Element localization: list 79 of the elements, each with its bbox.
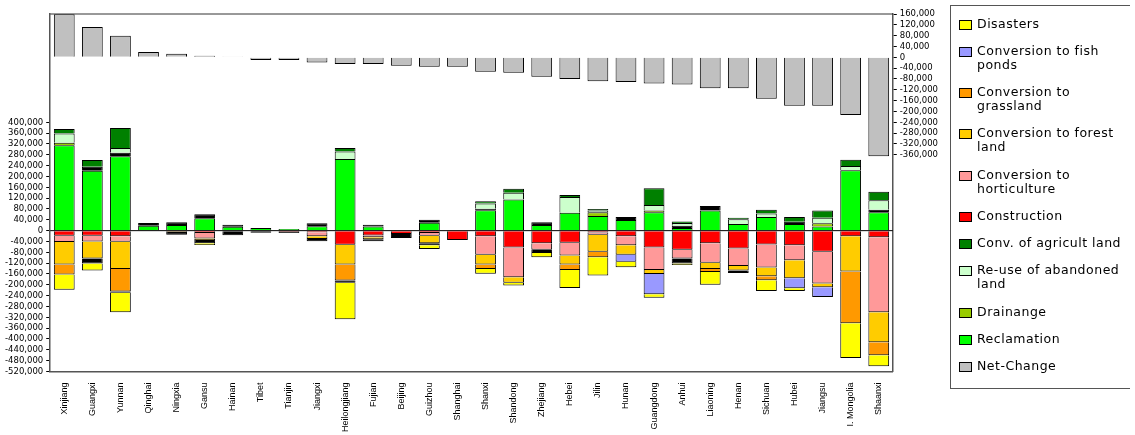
x-tick-label: Tianjin (283, 382, 294, 409)
legend-label: Drainange (977, 303, 1047, 319)
y-tick-label: -160,000 (5, 268, 44, 279)
x-tick-label: Yunnan (114, 382, 125, 414)
y-tick-label: 80,000 (13, 203, 44, 214)
y-tick-label: -400,000 (5, 333, 44, 344)
y2-tick-label: -160,000 (899, 94, 938, 105)
legend-label: Conv. of agricult land (977, 235, 1122, 251)
x-tick-label: Tibet (255, 381, 266, 403)
x-tick-label: Anhui (676, 382, 687, 406)
x-tick-label: Jilin (592, 382, 603, 398)
y2-tick-label: 0 (899, 51, 906, 62)
legend-label: Conversion to grassland (977, 84, 1072, 114)
y-tick-label: -240,000 (5, 289, 44, 300)
x-tick-label: Guizhou (423, 382, 434, 416)
x-tick-label: Hebei (564, 382, 575, 406)
y2-tick-label: -80,000 (899, 73, 933, 84)
y-tick-label: -440,000 (5, 344, 44, 354)
y2-tick-label: -240,000 (899, 116, 938, 127)
x-tick-label: Guangdong (648, 382, 659, 430)
x-tick-label: I. Mongolia (845, 382, 856, 427)
x-tick-label: Gansu (199, 382, 210, 409)
y-tick-label: 160,000 (8, 181, 44, 192)
y-tick-label: 240,000 (8, 159, 44, 170)
y-tick-label: 320,000 (8, 138, 44, 149)
x-tick-label: Guangxi (86, 382, 97, 416)
y-tick-label: 360,000 (8, 127, 44, 138)
x-tick-label: Zhejiang (536, 382, 547, 417)
legend-label: Disasters (977, 15, 1040, 31)
x-tick-label: Heilongjiang (339, 382, 350, 433)
x-tick-label: Beijing (395, 382, 406, 410)
legend-label: Re-use of abandoned land (977, 262, 1121, 292)
y-tick-label: 400,000 (8, 116, 44, 127)
y2-tick-label: -120,000 (899, 84, 938, 95)
legend-label: Reclamation (977, 331, 1061, 347)
y-tick-label: 120,000 (8, 192, 44, 203)
y2-tick-label: 80,000 (899, 29, 930, 40)
y2-tick-label: 120,000 (899, 19, 935, 30)
y-tick-label: -280,000 (5, 300, 44, 311)
x-tick-label: Hubei (788, 382, 799, 406)
y-tick-label: -320,000 (5, 311, 44, 322)
y-tick-label: 40,000 (13, 214, 44, 225)
y-tick-label: 0 (37, 224, 44, 235)
x-tick-label: Henan (732, 382, 743, 409)
legend-label: Conversion to fish ponds (977, 42, 1100, 72)
legend-label: Construction (977, 207, 1063, 223)
y-tick-label: -360,000 (5, 322, 44, 333)
x-tick-label: Shanghai (451, 382, 462, 421)
x-tick-label: Shaanxi (873, 382, 884, 415)
y2-tick-label: -200,000 (899, 105, 938, 116)
y-tick-label: -200,000 (5, 279, 44, 290)
legend-label: Net-Change (977, 358, 1057, 374)
y2-tick-label: 160,000 (899, 8, 935, 19)
y-tick-label: -80,000 (10, 246, 44, 257)
legend-label: Conversion to horticulture (977, 166, 1072, 196)
x-tick-label: Sichuan (760, 382, 771, 415)
y-tick-label: -40,000 (10, 235, 44, 246)
x-tick-label: Qinghai (143, 382, 153, 414)
y-tick-label: -520,000 (5, 365, 44, 376)
y-tick-label: 200,000 (8, 170, 44, 181)
y2-tick-label: -40,000 (899, 62, 933, 73)
y-tick-label: -480,000 (5, 354, 44, 365)
x-tick-label: Shanxi (480, 382, 491, 410)
x-tick-label: Jiangsu (817, 382, 828, 414)
y2-tick-label: -360,000 (899, 149, 938, 160)
x-tick-label: Jiangxi (311, 382, 322, 411)
y2-tick-label: -320,000 (899, 138, 938, 149)
x-tick-label: Xinjiang (58, 382, 69, 415)
x-tick-label: Ningxia (171, 382, 182, 413)
y-tick-label: 280,000 (8, 149, 44, 160)
y2-tick-label: 40,000 (899, 40, 930, 51)
legend-label: Conversion to forest land (977, 125, 1115, 155)
x-tick-label: Shandong (508, 382, 519, 424)
x-tick-label: Fujian (367, 382, 378, 407)
x-tick-label: Liaoning (704, 382, 715, 417)
x-tick-label: Hunan (620, 382, 631, 409)
x-tick-label: Hainan (227, 382, 238, 411)
y2-tick-label: -280,000 (899, 127, 938, 138)
y-tick-label: -120,000 (5, 257, 44, 268)
